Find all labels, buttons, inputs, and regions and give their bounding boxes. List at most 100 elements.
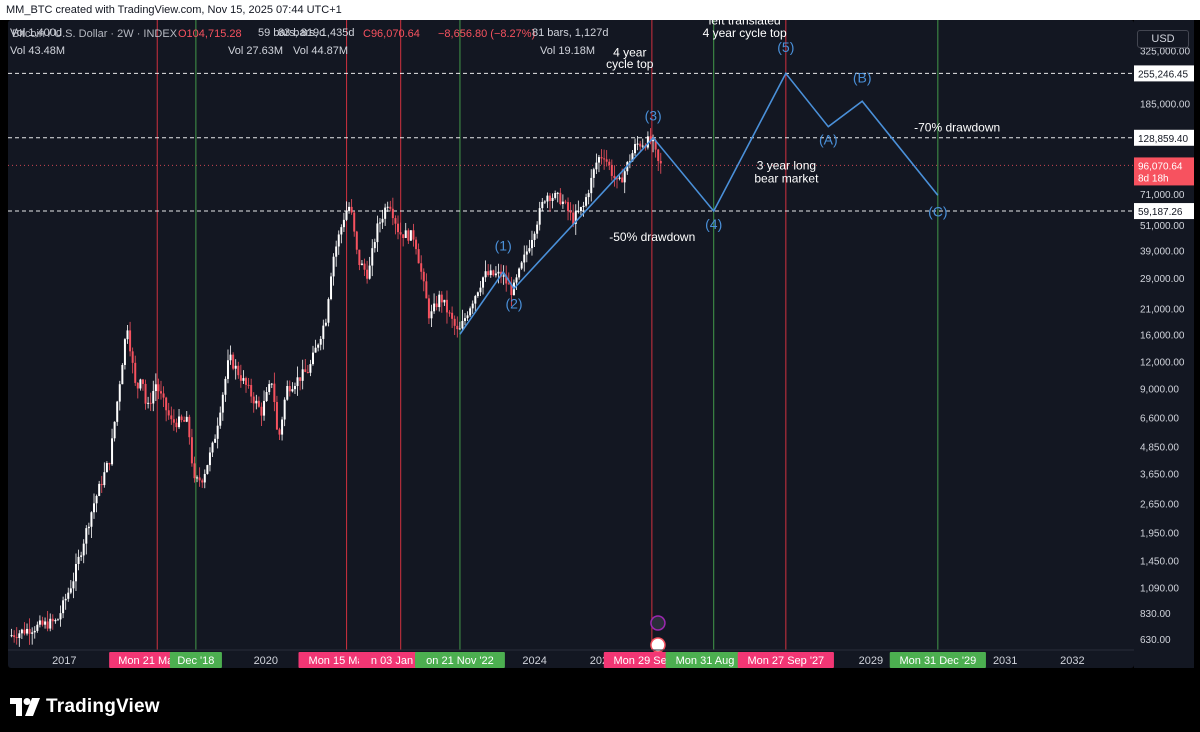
tradingview-logo[interactable]: TradingView bbox=[10, 696, 160, 718]
candle-body-111 bbox=[296, 377, 299, 387]
candle-body-231 bbox=[605, 159, 608, 162]
candle-body-71 bbox=[193, 463, 196, 479]
candle-body-39 bbox=[111, 438, 114, 465]
candle-body-227 bbox=[595, 162, 598, 170]
candle-body-54 bbox=[149, 402, 152, 404]
level-tag-0: 255,246.45 bbox=[1138, 69, 1188, 80]
wave-label-5: (A) bbox=[819, 131, 838, 147]
candle-body-155 bbox=[409, 230, 412, 241]
candle-body-156 bbox=[412, 230, 415, 240]
candle-body-13 bbox=[44, 621, 47, 625]
price-axis[interactable]: 630.00 830.00 1,090.00 1,450.00 1,950.00 2,65… bbox=[1134, 20, 1194, 668]
candle-body-205 bbox=[538, 208, 541, 225]
candle-body-230 bbox=[603, 158, 606, 160]
candle-body-61 bbox=[167, 410, 170, 416]
candle-body-3 bbox=[18, 633, 21, 639]
volume-c: Vol 19.18M bbox=[540, 45, 596, 57]
currency-selector[interactable]: USD bbox=[1137, 30, 1189, 48]
marker-tag-bg-7 bbox=[737, 652, 834, 668]
volume-left: Vol 43.48M bbox=[10, 45, 66, 57]
candle-body-51 bbox=[141, 379, 144, 384]
wave-label-2: (3) bbox=[645, 107, 662, 123]
candle-body-34 bbox=[98, 483, 101, 496]
chart-area[interactable]: (1) (2) (3) (4) (5) (A) (B) (C) 4 year cycle top l… bbox=[8, 20, 1134, 668]
candle-body-8 bbox=[31, 632, 34, 634]
candle-body-89 bbox=[239, 375, 242, 381]
candle-body-55 bbox=[152, 390, 155, 404]
candle-body-131 bbox=[348, 206, 351, 212]
candle-body-69 bbox=[188, 416, 191, 438]
candle-body-217 bbox=[569, 211, 572, 213]
candle-body-243 bbox=[636, 143, 639, 145]
candle-body-0 bbox=[10, 635, 13, 637]
annotation-7: -50% drawdown bbox=[609, 230, 695, 244]
time-tick-5: 2031 bbox=[993, 655, 1017, 667]
candle-body-207 bbox=[543, 201, 546, 203]
price-tick-13: 29,000.00 bbox=[1140, 274, 1185, 285]
price-tick-21: 325,000.00 bbox=[1140, 47, 1190, 58]
price-tick-3: 1,450.00 bbox=[1140, 556, 1179, 567]
candle-body-102 bbox=[273, 383, 276, 403]
candle-body-211 bbox=[554, 193, 557, 198]
candle-body-86 bbox=[232, 354, 235, 369]
candle-body-75 bbox=[203, 473, 206, 483]
candle-body-64 bbox=[175, 422, 178, 428]
ohlc-close: C96,070.64 bbox=[363, 28, 420, 40]
candle-body-132 bbox=[350, 206, 353, 213]
candle-body-184 bbox=[484, 271, 487, 278]
candle-body-28 bbox=[82, 543, 85, 556]
candle-body-74 bbox=[201, 480, 204, 483]
candle-body-187 bbox=[492, 270, 495, 276]
candle-body-252 bbox=[659, 160, 662, 164]
level-tag-bg-2 bbox=[1134, 203, 1194, 220]
time-tick-2: 2024 bbox=[522, 655, 546, 667]
candle-body-72 bbox=[196, 477, 199, 479]
candle-body-177 bbox=[466, 315, 469, 319]
candle-body-121 bbox=[322, 325, 325, 339]
price-tick-16: 71,000.00 bbox=[1140, 190, 1185, 201]
candle-body-245 bbox=[641, 145, 644, 147]
price-tick-4: 1,950.00 bbox=[1140, 528, 1179, 539]
candle-body-210 bbox=[551, 197, 554, 201]
level-tag-bg-0 bbox=[1134, 65, 1194, 82]
marker-tag-1: Dec '18 bbox=[177, 655, 214, 667]
candle-body-26 bbox=[77, 556, 80, 564]
candle-body-2 bbox=[15, 637, 18, 639]
candle-body-226 bbox=[592, 169, 595, 178]
candle-body-143 bbox=[378, 222, 381, 224]
symbol-name[interactable]: Bitcoin / U.S. Dollar · 2W · INDEX bbox=[12, 28, 178, 40]
candle-body-179 bbox=[471, 303, 474, 309]
candle-body-76 bbox=[206, 465, 209, 474]
candle-body-30 bbox=[87, 526, 90, 529]
wave-label-3: (4) bbox=[705, 216, 722, 232]
candle-body-114 bbox=[304, 369, 307, 372]
candle-body-16 bbox=[51, 618, 54, 622]
candle-body-196 bbox=[515, 277, 518, 283]
candle-body-109 bbox=[291, 389, 294, 392]
candle-body-220 bbox=[577, 211, 580, 213]
candle-body-25 bbox=[74, 563, 77, 582]
time-tick-1: 2020 bbox=[254, 655, 278, 667]
candle-body-238 bbox=[623, 171, 626, 183]
candle-body-98 bbox=[263, 400, 266, 416]
candle-body-110 bbox=[293, 386, 296, 390]
price-tick-15: 51,000.00 bbox=[1140, 221, 1185, 232]
candle-body-182 bbox=[479, 287, 482, 293]
price-tick-14: 39,000.00 bbox=[1140, 246, 1185, 257]
candle-body-70 bbox=[190, 437, 193, 464]
candle-body-191 bbox=[502, 275, 505, 277]
candle-body-95 bbox=[255, 400, 258, 404]
candle-body-193 bbox=[507, 283, 510, 285]
chart-caption: MM_BTC created with TradingView.com, Nov… bbox=[6, 4, 342, 16]
candle-body-175 bbox=[461, 320, 464, 329]
candle-body-40 bbox=[113, 421, 116, 439]
candle-body-240 bbox=[628, 161, 631, 163]
candle-body-87 bbox=[234, 365, 237, 369]
candle-body-178 bbox=[469, 308, 472, 316]
candle-body-153 bbox=[404, 230, 407, 238]
candle-body-115 bbox=[306, 371, 309, 373]
candle-body-142 bbox=[376, 223, 379, 243]
price-axis-scale[interactable]: 630.00 830.00 1,090.00 1,450.00 1,950.00 2,65… bbox=[1134, 20, 1194, 668]
candle-body-229 bbox=[600, 157, 603, 159]
